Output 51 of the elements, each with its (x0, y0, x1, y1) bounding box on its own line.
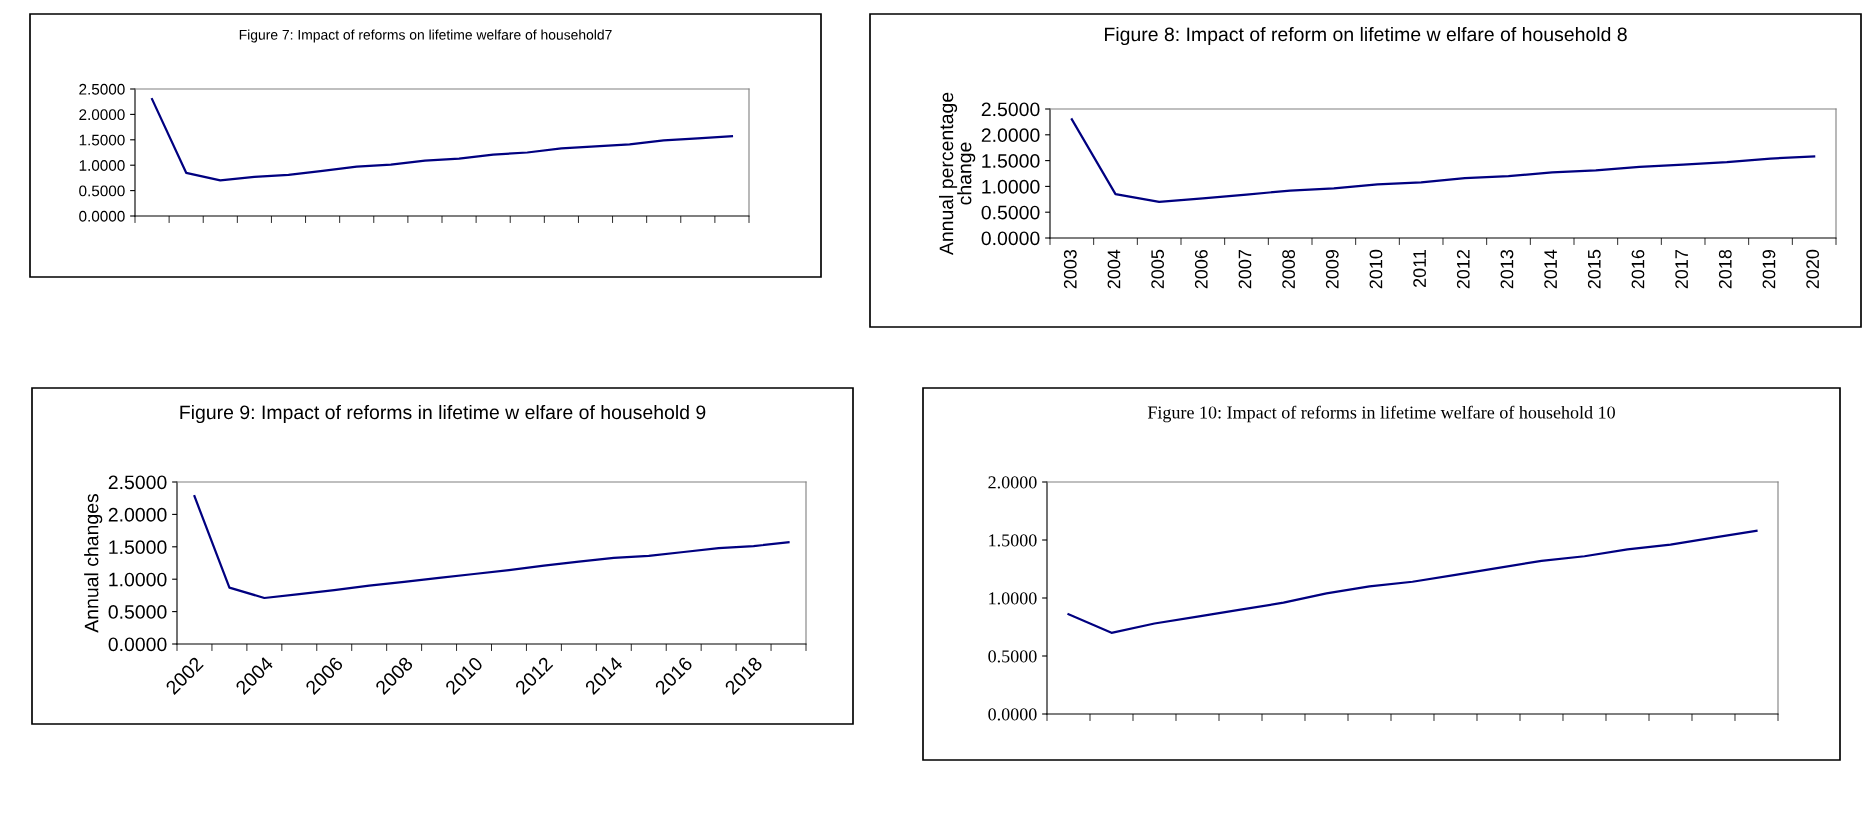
y-tick-label: 2.5000 (108, 475, 167, 490)
y-tick-label: 1.0000 (982, 179, 1040, 194)
y-tick-label: 2.0000 (981, 128, 1040, 143)
x-tick-label: 2011 (1413, 249, 1427, 288)
x-tick-label: 2013 (1500, 249, 1514, 289)
x-tick-label: 2017 (1675, 250, 1689, 289)
y-tick-label: 0.0000 (79, 210, 125, 222)
line-series (150, 98, 734, 182)
x-tick-label: 2004 (1107, 249, 1121, 289)
chart-title: Figure 9: Impact of reforms in lifetime w elfare of household 9 (180, 404, 706, 424)
y-tick-label: 1.0000 (79, 160, 125, 171)
x-tick-label: 2016 (1631, 249, 1645, 289)
y-tick-label: 2.0000 (79, 109, 125, 121)
line-series (1070, 118, 1816, 203)
y-tick-label: 1.5000 (79, 134, 125, 146)
x-tick-label: 2019 (1762, 249, 1776, 289)
y-tick-label: 1.5000 (989, 534, 1037, 547)
x-tick-label: 2009 (1325, 249, 1339, 289)
y-tick-label: 2.0000 (988, 476, 1037, 489)
y-tick-label: 0.0000 (988, 708, 1037, 721)
y-tick-label: 2.0000 (108, 507, 167, 522)
x-tick-label: 2020 (1806, 249, 1820, 289)
chart-title: Figure 8: Impact of reform on lifetime w elfare of household 8 (1105, 26, 1627, 46)
y-tick-label: 0.0000 (981, 231, 1040, 246)
line-series (1067, 529, 1758, 634)
y-tick-label: 2.5000 (981, 102, 1040, 117)
x-tick-label: 2005 (1151, 249, 1165, 289)
x-tick-label: 2012 (1456, 250, 1470, 289)
y-axis-title: Annual percentage change (939, 92, 976, 256)
x-tick-label: 2015 (1587, 249, 1601, 289)
x-tick-label: 2008 (1282, 249, 1296, 289)
y-tick-label: 1.0000 (989, 592, 1037, 605)
chart-title: Figure 10: Impact of reforms in lifetime welfare of household 10 (1147, 405, 1615, 423)
y-tick-label: 0.0000 (108, 637, 167, 652)
x-tick-label: 2003 (1063, 249, 1077, 289)
y-tick-label: 1.0000 (109, 572, 167, 587)
x-tick-label: 2007 (1238, 250, 1252, 289)
x-tick-label: 2018 (1718, 249, 1732, 289)
x-tick-label: 2014 (1544, 249, 1558, 289)
y-tick-label: 0.5000 (988, 650, 1037, 663)
y-axis-title: Annual changes (84, 493, 103, 633)
y-tick-label: 0.5000 (981, 205, 1040, 220)
y-tick-label: 1.5000 (982, 154, 1040, 168)
y-tick-label: 0.5000 (108, 605, 167, 619)
y-tick-label: 0.5000 (79, 185, 125, 197)
chart-title: Figure 7: Impact of reforms on lifetime welfare of household7 (239, 29, 612, 43)
y-tick-label: 1.5000 (109, 540, 167, 555)
x-tick-label: 2010 (1369, 249, 1383, 289)
x-tick-label: 2006 (1194, 249, 1208, 289)
y-tick-label: 2.5000 (79, 83, 125, 95)
line-series (193, 495, 790, 600)
